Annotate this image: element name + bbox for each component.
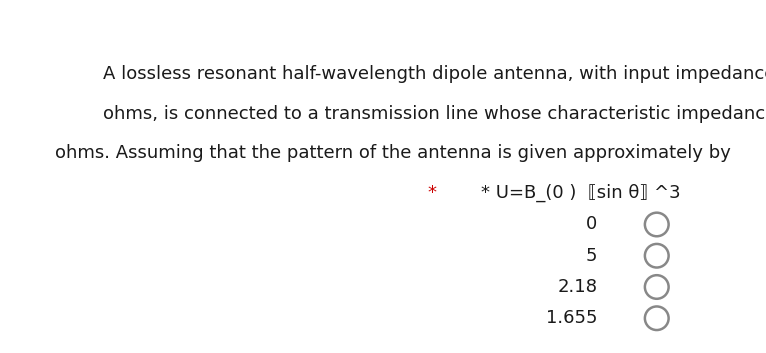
Text: A lossless resonant half-wavelength dipole antenna, with input impedance of 73: A lossless resonant half-wavelength dipo… [103,65,766,83]
Text: ohms. Assuming that the pattern of the antenna is given approximately by: ohms. Assuming that the pattern of the a… [54,144,731,162]
Text: *: * [427,184,436,202]
Text: ohms, is connected to a transmission line whose characteristic impedance is 50: ohms, is connected to a transmission lin… [103,105,766,123]
Text: 5: 5 [586,247,597,265]
Text: * U=B_(0 )  ⟦sin θ⟧ ^3: * U=B_(0 ) ⟦sin θ⟧ ^3 [481,184,680,202]
Text: 0: 0 [586,215,597,233]
Text: 1.655: 1.655 [546,309,597,327]
Text: 2.18: 2.18 [558,278,597,296]
